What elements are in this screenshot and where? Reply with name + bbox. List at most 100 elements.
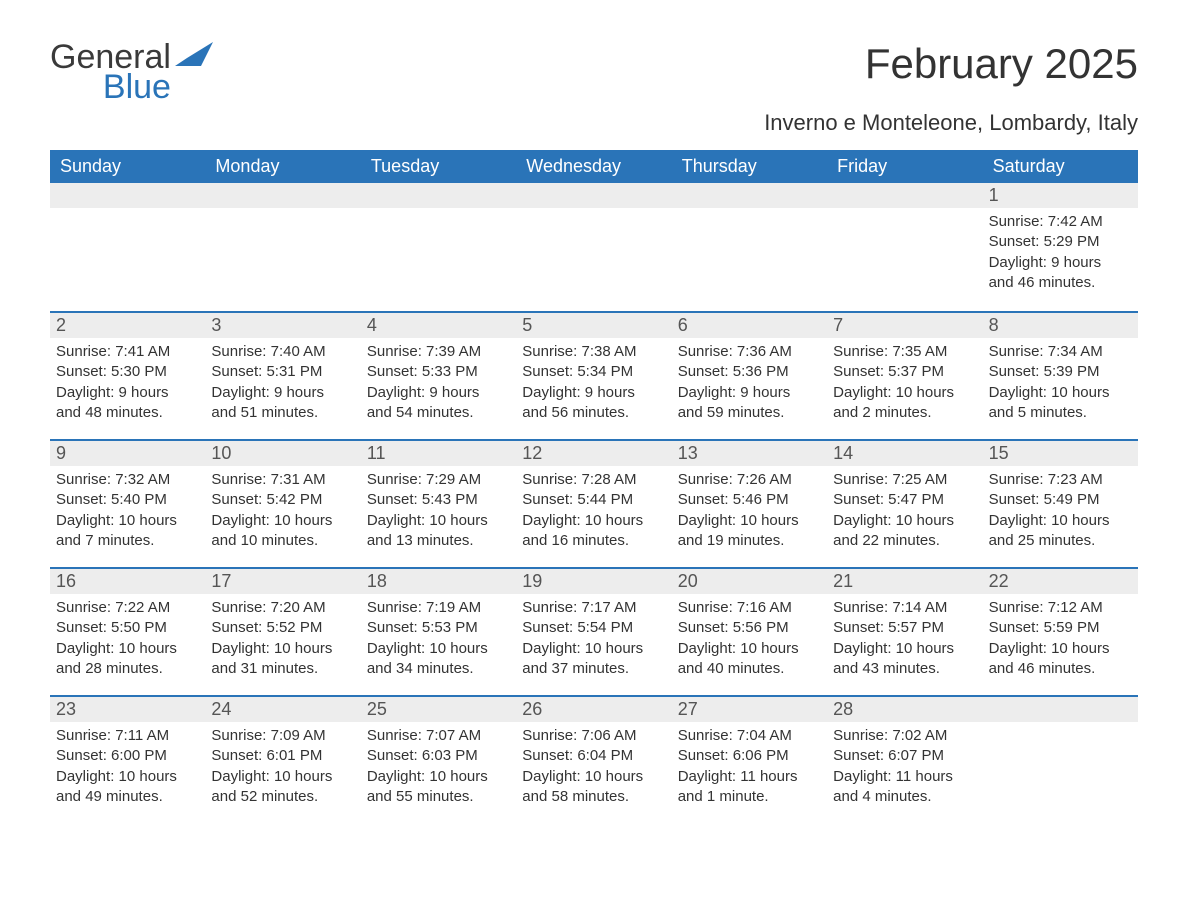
day-number: 8 <box>983 313 1138 338</box>
day-daylight1: Daylight: 9 hours <box>211 383 354 403</box>
page-title: February 2025 <box>865 40 1138 88</box>
day-number <box>361 183 516 208</box>
day-number <box>983 697 1138 722</box>
day-daylight2: and 52 minutes. <box>211 787 354 807</box>
day-cell: 25Sunrise: 7:07 AMSunset: 6:03 PMDayligh… <box>361 697 516 823</box>
day-sunset: Sunset: 6:03 PM <box>367 746 510 766</box>
day-sunset: Sunset: 5:39 PM <box>989 362 1132 382</box>
header: General Blue February 2025 <box>50 40 1138 104</box>
day-details: Sunrise: 7:41 AMSunset: 5:30 PMDaylight:… <box>50 338 205 433</box>
day-daylight2: and 28 minutes. <box>56 659 199 679</box>
day-sunrise: Sunrise: 7:04 AM <box>678 726 821 746</box>
day-sunrise: Sunrise: 7:39 AM <box>367 342 510 362</box>
day-cell: 22Sunrise: 7:12 AMSunset: 5:59 PMDayligh… <box>983 569 1138 695</box>
day-cell <box>50 183 205 311</box>
day-sunset: Sunset: 5:50 PM <box>56 618 199 638</box>
day-details: Sunrise: 7:04 AMSunset: 6:06 PMDaylight:… <box>672 722 827 817</box>
day-sunset: Sunset: 5:44 PM <box>522 490 665 510</box>
day-number: 27 <box>672 697 827 722</box>
day-sunrise: Sunrise: 7:40 AM <box>211 342 354 362</box>
day-sunrise: Sunrise: 7:31 AM <box>211 470 354 490</box>
day-sunset: Sunset: 5:34 PM <box>522 362 665 382</box>
day-sunset: Sunset: 5:36 PM <box>678 362 821 382</box>
day-details: Sunrise: 7:14 AMSunset: 5:57 PMDaylight:… <box>827 594 982 689</box>
day-sunset: Sunset: 5:31 PM <box>211 362 354 382</box>
logo: General Blue <box>50 40 215 104</box>
calendar-body: 1Sunrise: 7:42 AMSunset: 5:29 PMDaylight… <box>50 183 1138 823</box>
day-cell: 19Sunrise: 7:17 AMSunset: 5:54 PMDayligh… <box>516 569 671 695</box>
day-cell <box>983 697 1138 823</box>
day-sunset: Sunset: 6:07 PM <box>833 746 976 766</box>
day-sunrise: Sunrise: 7:29 AM <box>367 470 510 490</box>
day-cell: 27Sunrise: 7:04 AMSunset: 6:06 PMDayligh… <box>672 697 827 823</box>
day-daylight2: and 7 minutes. <box>56 531 199 551</box>
day-daylight1: Daylight: 10 hours <box>989 383 1132 403</box>
day-sunrise: Sunrise: 7:38 AM <box>522 342 665 362</box>
day-number: 16 <box>50 569 205 594</box>
day-sunset: Sunset: 5:46 PM <box>678 490 821 510</box>
day-sunset: Sunset: 5:40 PM <box>56 490 199 510</box>
day-daylight1: Daylight: 10 hours <box>989 511 1132 531</box>
day-daylight1: Daylight: 10 hours <box>56 767 199 787</box>
day-sunset: Sunset: 5:42 PM <box>211 490 354 510</box>
day-details: Sunrise: 7:31 AMSunset: 5:42 PMDaylight:… <box>205 466 360 561</box>
day-number: 6 <box>672 313 827 338</box>
day-daylight1: Daylight: 10 hours <box>367 511 510 531</box>
day-details: Sunrise: 7:36 AMSunset: 5:36 PMDaylight:… <box>672 338 827 433</box>
week-row: 16Sunrise: 7:22 AMSunset: 5:50 PMDayligh… <box>50 567 1138 695</box>
day-daylight2: and 22 minutes. <box>833 531 976 551</box>
day-number: 25 <box>361 697 516 722</box>
day-daylight1: Daylight: 10 hours <box>56 639 199 659</box>
day-sunrise: Sunrise: 7:11 AM <box>56 726 199 746</box>
day-number: 21 <box>827 569 982 594</box>
day-daylight2: and 19 minutes. <box>678 531 821 551</box>
week-row: 9Sunrise: 7:32 AMSunset: 5:40 PMDaylight… <box>50 439 1138 567</box>
day-number: 14 <box>827 441 982 466</box>
day-cell <box>361 183 516 311</box>
day-cell: 17Sunrise: 7:20 AMSunset: 5:52 PMDayligh… <box>205 569 360 695</box>
day-details: Sunrise: 7:25 AMSunset: 5:47 PMDaylight:… <box>827 466 982 561</box>
day-sunrise: Sunrise: 7:41 AM <box>56 342 199 362</box>
weekday-label: Thursday <box>672 150 827 183</box>
day-details: Sunrise: 7:07 AMSunset: 6:03 PMDaylight:… <box>361 722 516 817</box>
weekday-label: Tuesday <box>361 150 516 183</box>
day-details: Sunrise: 7:12 AMSunset: 5:59 PMDaylight:… <box>983 594 1138 689</box>
day-sunrise: Sunrise: 7:12 AM <box>989 598 1132 618</box>
day-daylight2: and 59 minutes. <box>678 403 821 423</box>
day-details: Sunrise: 7:09 AMSunset: 6:01 PMDaylight:… <box>205 722 360 817</box>
day-cell: 12Sunrise: 7:28 AMSunset: 5:44 PMDayligh… <box>516 441 671 567</box>
day-number <box>516 183 671 208</box>
day-sunset: Sunset: 5:57 PM <box>833 618 976 638</box>
day-sunrise: Sunrise: 7:32 AM <box>56 470 199 490</box>
day-daylight2: and 37 minutes. <box>522 659 665 679</box>
day-sunrise: Sunrise: 7:35 AM <box>833 342 976 362</box>
day-cell: 15Sunrise: 7:23 AMSunset: 5:49 PMDayligh… <box>983 441 1138 567</box>
day-sunset: Sunset: 5:54 PM <box>522 618 665 638</box>
day-number: 17 <box>205 569 360 594</box>
day-cell: 14Sunrise: 7:25 AMSunset: 5:47 PMDayligh… <box>827 441 982 567</box>
day-details: Sunrise: 7:19 AMSunset: 5:53 PMDaylight:… <box>361 594 516 689</box>
day-details: Sunrise: 7:20 AMSunset: 5:52 PMDaylight:… <box>205 594 360 689</box>
day-cell <box>516 183 671 311</box>
day-number: 26 <box>516 697 671 722</box>
day-cell: 20Sunrise: 7:16 AMSunset: 5:56 PMDayligh… <box>672 569 827 695</box>
day-sunrise: Sunrise: 7:14 AM <box>833 598 976 618</box>
day-daylight1: Daylight: 10 hours <box>678 511 821 531</box>
day-details: Sunrise: 7:28 AMSunset: 5:44 PMDaylight:… <box>516 466 671 561</box>
day-number <box>50 183 205 208</box>
day-daylight1: Daylight: 9 hours <box>678 383 821 403</box>
day-number <box>205 183 360 208</box>
day-sunrise: Sunrise: 7:09 AM <box>211 726 354 746</box>
day-details: Sunrise: 7:35 AMSunset: 5:37 PMDaylight:… <box>827 338 982 433</box>
day-daylight2: and 10 minutes. <box>211 531 354 551</box>
weekday-header: Sunday Monday Tuesday Wednesday Thursday… <box>50 150 1138 183</box>
day-daylight1: Daylight: 10 hours <box>367 767 510 787</box>
weekday-label: Monday <box>205 150 360 183</box>
day-cell: 11Sunrise: 7:29 AMSunset: 5:43 PMDayligh… <box>361 441 516 567</box>
day-sunrise: Sunrise: 7:36 AM <box>678 342 821 362</box>
day-details: Sunrise: 7:22 AMSunset: 5:50 PMDaylight:… <box>50 594 205 689</box>
day-daylight2: and 5 minutes. <box>989 403 1132 423</box>
day-cell: 3Sunrise: 7:40 AMSunset: 5:31 PMDaylight… <box>205 313 360 439</box>
day-daylight1: Daylight: 10 hours <box>522 767 665 787</box>
day-cell: 4Sunrise: 7:39 AMSunset: 5:33 PMDaylight… <box>361 313 516 439</box>
